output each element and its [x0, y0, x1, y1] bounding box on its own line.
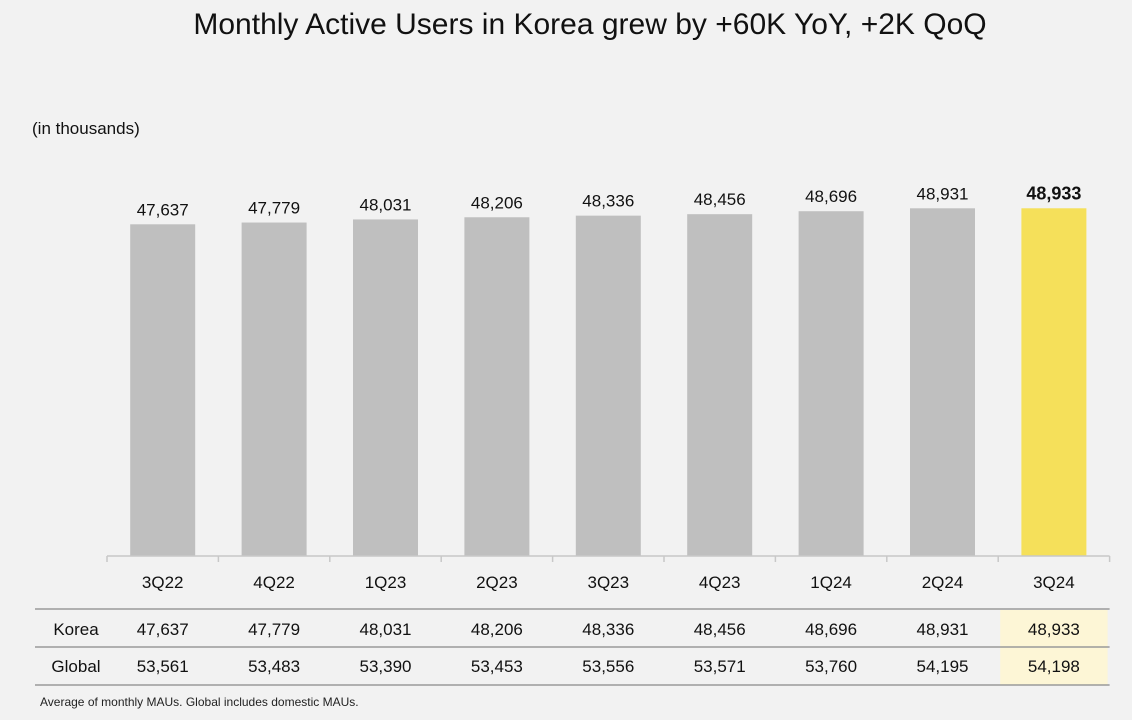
value-label-3Q24: 48,933	[1026, 183, 1081, 203]
bar-1Q24	[798, 211, 864, 556]
table-cell-korea-2Q24: 48,931	[917, 620, 969, 639]
bar-2Q23	[464, 217, 530, 556]
table-cell-global-4Q22: 53,483	[248, 657, 300, 676]
table-cell-global-1Q23: 53,390	[360, 657, 412, 676]
table-row-label-global: Global	[51, 657, 100, 676]
table-cell-korea-2Q23: 48,206	[471, 620, 523, 639]
table-cell-global-2Q24: 54,195	[917, 657, 969, 676]
table-cell-korea-4Q23: 48,456	[694, 620, 746, 639]
bar-4Q22	[241, 222, 307, 557]
table-cell-global-4Q23: 53,571	[694, 657, 746, 676]
bar-3Q24	[1021, 208, 1087, 556]
unit-label: (in thousands)	[32, 119, 140, 138]
table-cell-korea-1Q23: 48,031	[360, 620, 412, 639]
table-cell-korea-3Q22: 47,637	[137, 620, 189, 639]
value-label-4Q23: 48,456	[694, 190, 746, 209]
table-cell-korea-3Q23: 48,336	[582, 620, 634, 639]
table-cell-korea-4Q22: 47,779	[248, 620, 300, 639]
bar-3Q23	[575, 215, 641, 557]
table-cell-korea-3Q24: 48,933	[1028, 620, 1080, 639]
category-label-3Q22: 3Q22	[142, 573, 184, 592]
category-label-4Q23: 4Q23	[699, 573, 741, 592]
table-cell-global-2Q23: 53,453	[471, 657, 523, 676]
value-label-2Q23: 48,206	[471, 193, 523, 212]
value-label-4Q22: 47,779	[248, 199, 300, 218]
category-label-2Q24: 2Q24	[922, 573, 964, 592]
value-label-3Q23: 48,336	[582, 192, 634, 211]
bar-2Q24	[910, 208, 975, 556]
bar-1Q23	[353, 219, 418, 556]
value-label-2Q24: 48,931	[917, 184, 969, 203]
bar-3Q22	[130, 224, 196, 556]
table-cell-global-3Q23: 53,556	[582, 657, 634, 676]
chart-title: Monthly Active Users in Korea grew by +6…	[193, 8, 987, 41]
table-cell-global-1Q24: 53,760	[805, 657, 857, 676]
bar-4Q23	[687, 214, 753, 556]
value-label-3Q22: 47,637	[137, 200, 189, 219]
footnote: Average of monthly MAUs. Global includes…	[40, 695, 359, 709]
table-row-label-korea: Korea	[53, 620, 99, 639]
value-label-1Q24: 48,696	[805, 187, 857, 206]
category-label-1Q23: 1Q23	[365, 573, 407, 592]
category-label-4Q22: 4Q22	[253, 573, 295, 592]
category-label-2Q23: 2Q23	[476, 573, 518, 592]
category-label-1Q24: 1Q24	[810, 573, 852, 592]
table-cell-global-3Q24: 54,198	[1028, 657, 1080, 676]
value-label-1Q23: 48,031	[360, 195, 412, 214]
category-label-3Q24: 3Q24	[1033, 573, 1075, 592]
table-cell-korea-1Q24: 48,696	[805, 620, 857, 639]
table-cell-global-3Q22: 53,561	[137, 657, 189, 676]
category-label-3Q23: 3Q23	[588, 573, 630, 592]
